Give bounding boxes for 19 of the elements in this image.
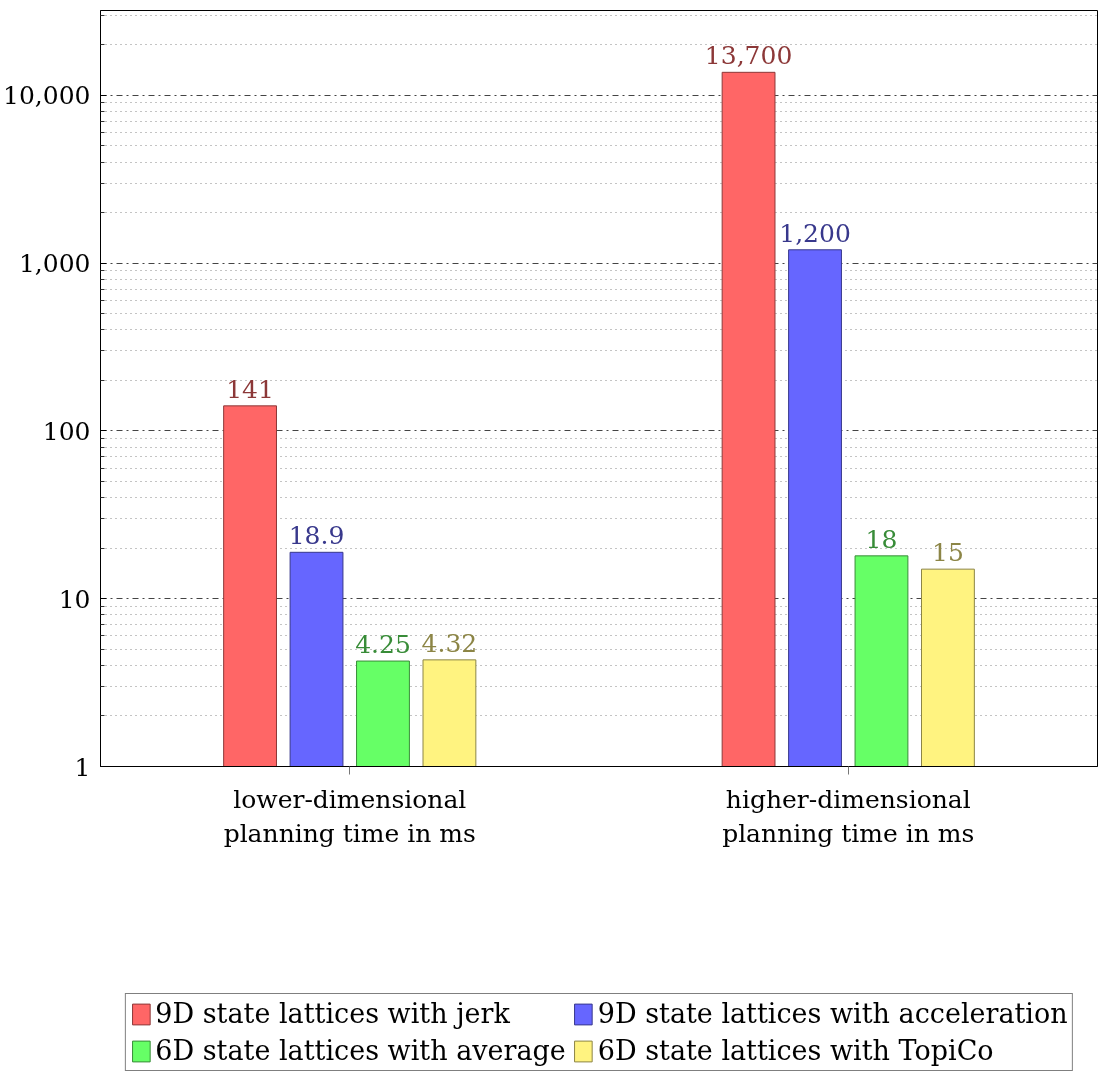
y-tick-label: 100 <box>42 416 91 446</box>
data-label: 4.32 <box>421 628 478 658</box>
data-label: 141 <box>226 374 274 404</box>
data-label: 4.25 <box>355 630 411 660</box>
legend-label: 6D state lattices with average <box>155 1035 566 1066</box>
data-label: 13,700 <box>704 41 793 71</box>
data-label: 18 <box>865 524 898 554</box>
data-label: 18.9 <box>288 521 345 551</box>
x-tick-label: lower-dimensional planning time in ms <box>223 784 476 849</box>
x-tick-label: higher-dimensional planning time in ms <box>722 784 975 849</box>
data-label: 15 <box>932 538 964 568</box>
y-tick-label: 1 <box>74 752 91 782</box>
y-tick-label: 1,000 <box>18 249 91 279</box>
y-tick-label: 10 <box>58 584 91 614</box>
legend-label: 6D state lattices with TopiCo <box>597 1035 994 1066</box>
y-tick-label: 10,000 <box>3 81 91 111</box>
legend-label: 9D state lattices with jerk <box>155 998 510 1029</box>
legend-label: 9D state lattices with acceleration <box>597 998 1068 1029</box>
data-label: 1,200 <box>779 218 851 248</box>
